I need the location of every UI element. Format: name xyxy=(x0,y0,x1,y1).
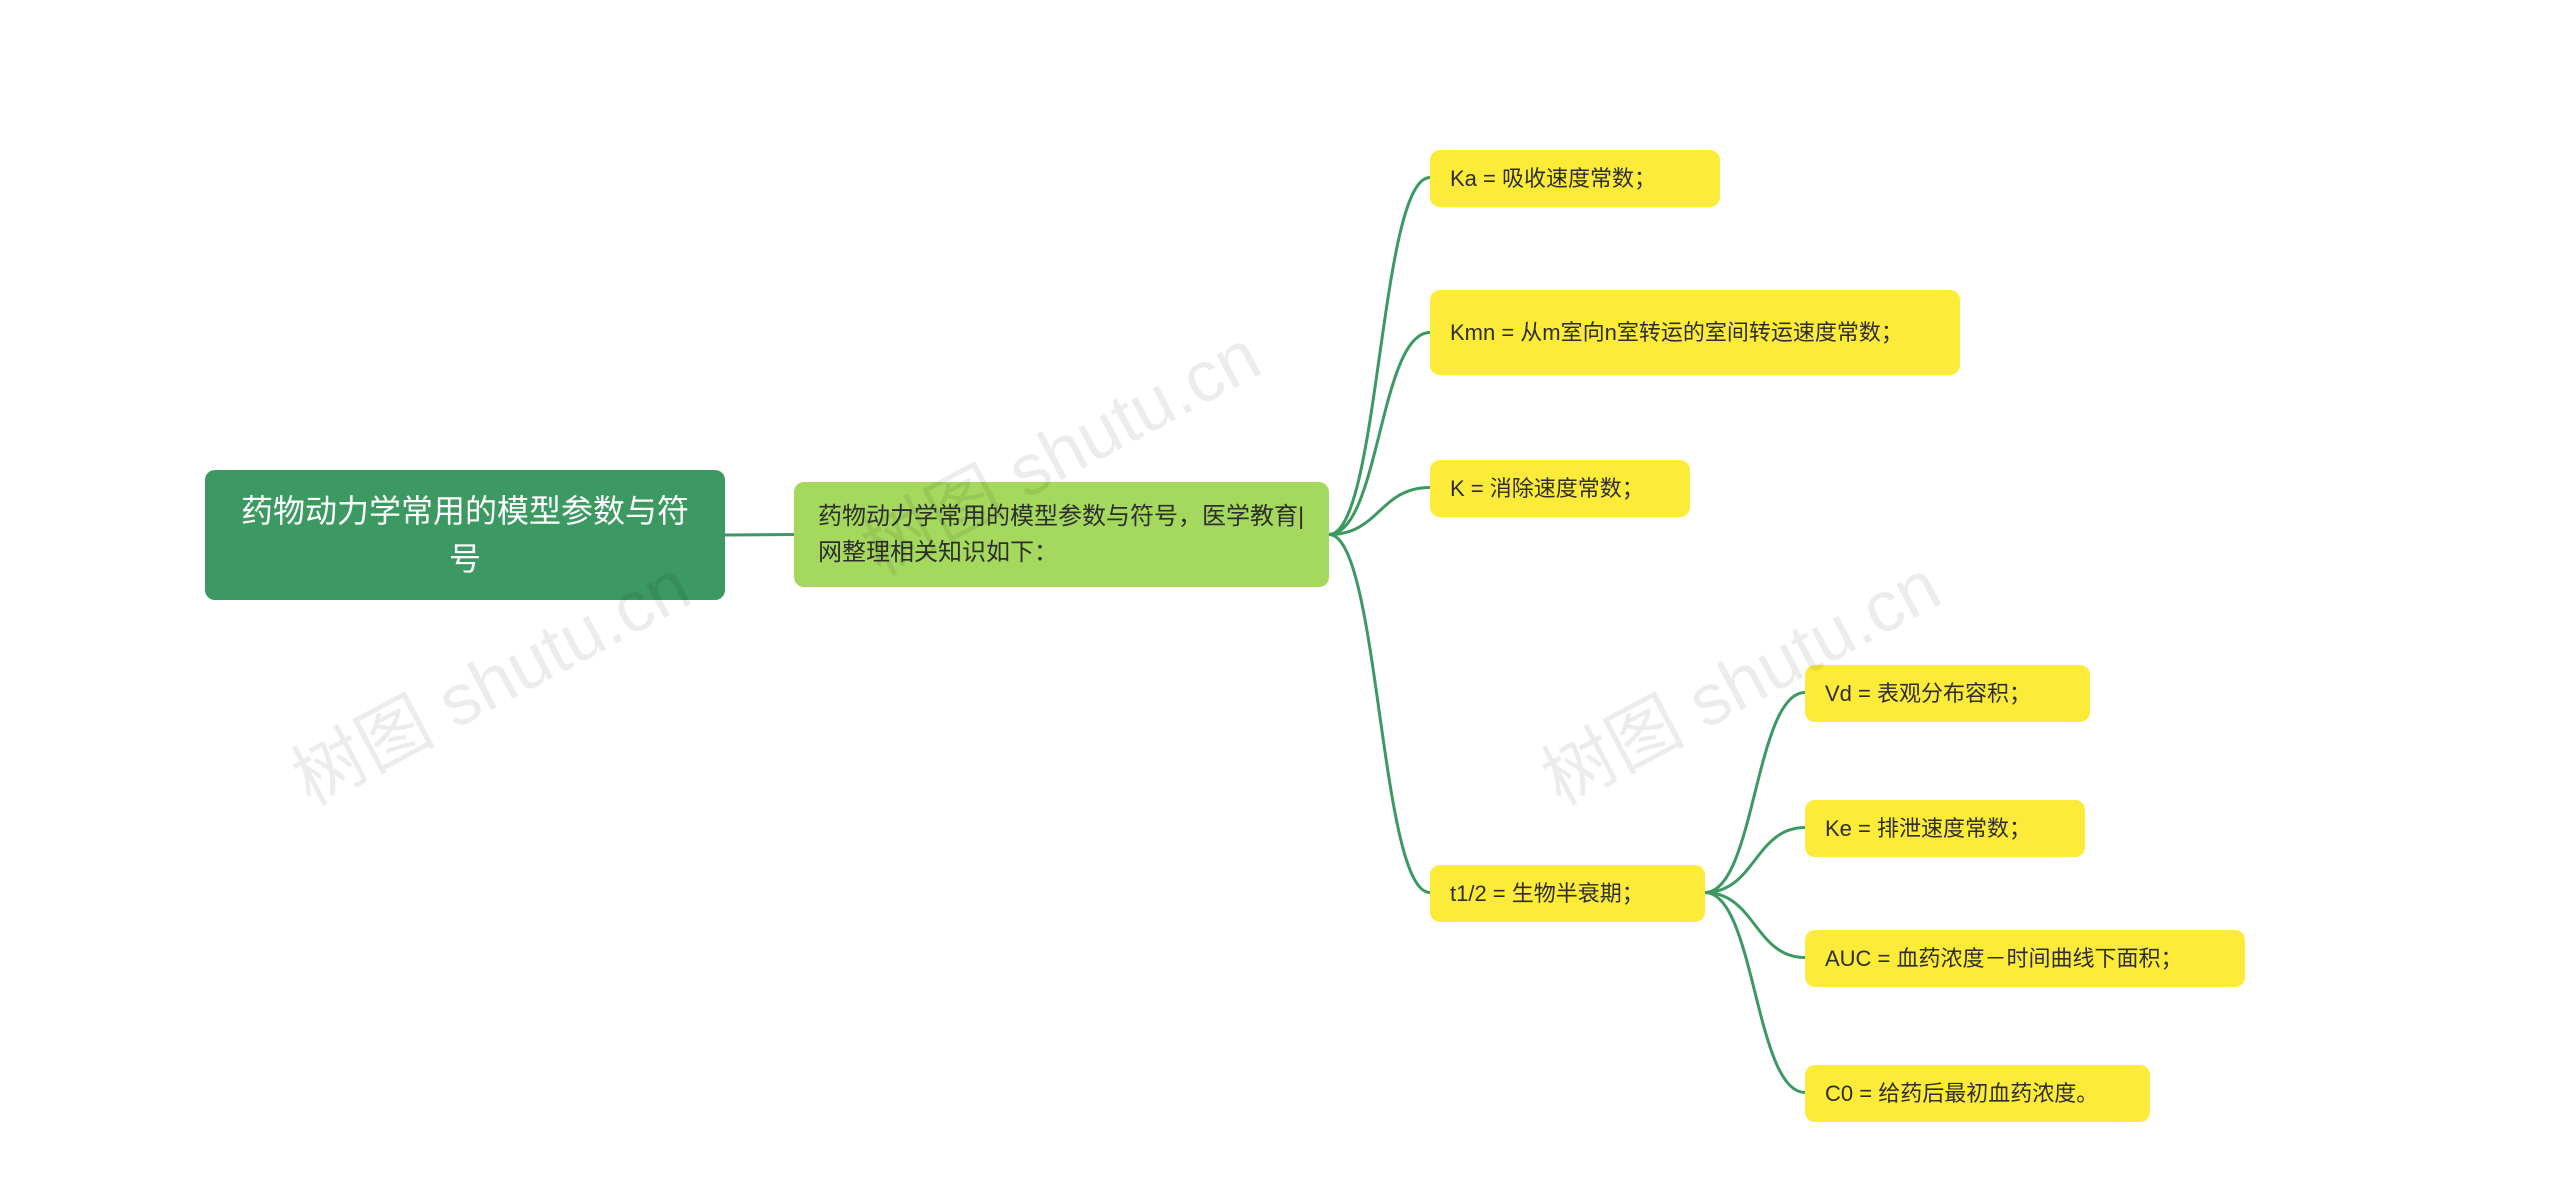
node-label: t1/2 = 生物半衰期； xyxy=(1450,877,1644,910)
node-t12: t1/2 = 生物半衰期； xyxy=(1430,865,1705,922)
node-label: C0 = 给药后最初血药浓度。 xyxy=(1825,1077,2098,1110)
node-ke: Ke = 排泄速度常数； xyxy=(1805,800,2085,857)
root-node: 药物动力学常用的模型参数与符号 xyxy=(205,470,725,600)
node-label: Vd = 表观分布容积； xyxy=(1825,677,2031,710)
root-label: 药物动力学常用的模型参数与符号 xyxy=(229,487,701,583)
node-label: AUC = 血药浓度－时间曲线下面积； xyxy=(1825,942,2183,975)
level1-label: 药物动力学常用的模型参数与符号，医学教育|网整理相关知识如下： xyxy=(818,499,1305,571)
node-auc: AUC = 血药浓度－时间曲线下面积； xyxy=(1805,930,2245,987)
node-vd: Vd = 表观分布容积； xyxy=(1805,665,2090,722)
node-k: K = 消除速度常数； xyxy=(1430,460,1690,517)
node-c0: C0 = 给药后最初血药浓度。 xyxy=(1805,1065,2150,1122)
node-label: Ke = 排泄速度常数； xyxy=(1825,812,2031,845)
node-label: Kmn = 从m室向n室转运的室间转运速度常数； xyxy=(1450,316,1903,349)
node-ka: Ka = 吸收速度常数； xyxy=(1430,150,1720,207)
level1-node: 药物动力学常用的模型参数与符号，医学教育|网整理相关知识如下： xyxy=(794,482,1329,587)
node-label: K = 消除速度常数； xyxy=(1450,472,1644,505)
node-kmn: Kmn = 从m室向n室转运的室间转运速度常数； xyxy=(1430,290,1960,375)
node-label: Ka = 吸收速度常数； xyxy=(1450,162,1656,195)
